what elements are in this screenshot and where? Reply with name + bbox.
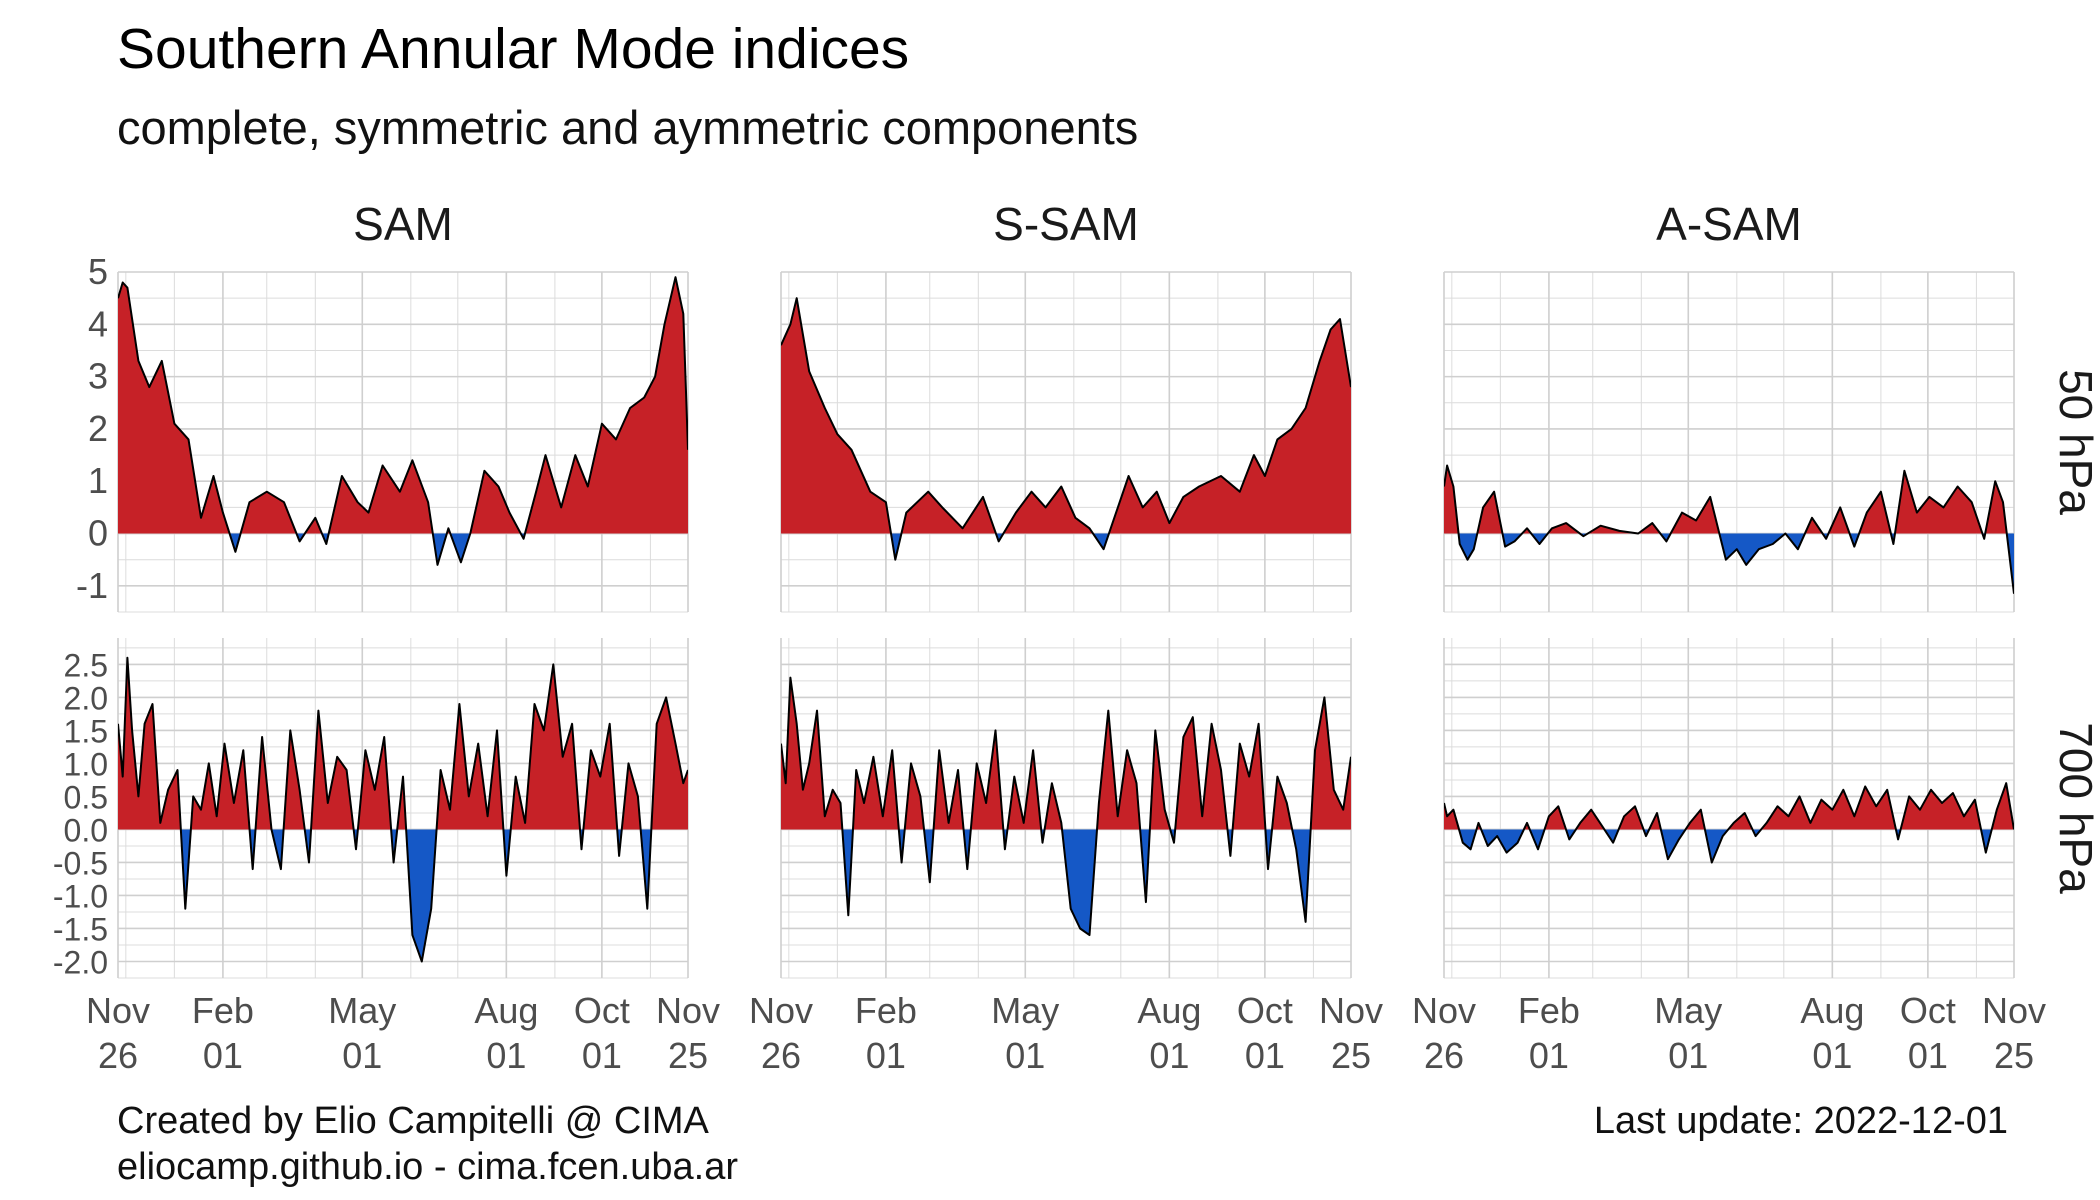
y-tick-label: -0.5 <box>53 845 108 881</box>
chart-subtitle: complete, symmetric and aymmetric compon… <box>117 101 1139 154</box>
y-tick-label: 1.5 <box>64 713 108 749</box>
x-tick-label: Aug <box>1800 990 1864 1031</box>
x-tick-label: 01 <box>1149 1035 1189 1076</box>
x-tick-label: 01 <box>1005 1035 1045 1076</box>
credit-line-2: eliocamp.github.io - cima.fcen.uba.ar <box>117 1146 738 1188</box>
area-positive <box>118 277 688 534</box>
x-tick-label: 26 <box>98 1035 138 1076</box>
area-positive <box>781 677 1351 830</box>
area-positive <box>1444 783 2014 830</box>
x-tick-label: 01 <box>1668 1035 1708 1076</box>
x-tick-label: Nov <box>1319 990 1383 1031</box>
y-tick-label: 2.0 <box>64 680 108 716</box>
series-line <box>118 656 688 963</box>
x-tick-label: Feb <box>1518 990 1580 1031</box>
y-tick-label: -1.5 <box>53 911 108 947</box>
x-tick-label: Feb <box>192 990 254 1031</box>
y-tick-label: 1.0 <box>64 746 108 782</box>
panel-sam-700-hpa: 2.52.01.51.00.50.0-0.5-1.0-1.5-2.0Nov26F… <box>53 638 720 1076</box>
facet-column-label: S-SAM <box>993 198 1139 250</box>
area-positive <box>1444 465 2014 534</box>
area-negative <box>781 829 1351 936</box>
area-positive <box>781 298 1351 534</box>
credit-caption: Created by Elio Campitelli @ CIMA elioca… <box>117 1098 738 1190</box>
x-tick-label: 01 <box>1812 1035 1852 1076</box>
facet-row-label: 700 hPa <box>2050 722 2100 894</box>
area-positive <box>118 657 688 830</box>
x-tick-label: 25 <box>1994 1035 2034 1076</box>
series-line <box>1444 464 2014 594</box>
y-tick-label: 4 <box>88 303 108 344</box>
x-tick-label: Aug <box>1137 990 1201 1031</box>
facet-row-label: 50 hPa <box>2050 369 2100 515</box>
x-tick-label: May <box>328 990 396 1031</box>
x-tick-label: May <box>991 990 1059 1031</box>
x-tick-label: Nov <box>1982 990 2046 1031</box>
area-negative <box>1458 533 2014 594</box>
x-tick-label: 01 <box>1908 1035 1948 1076</box>
x-tick-label: 01 <box>1245 1035 1285 1076</box>
facet-column-label: A-SAM <box>1656 198 1802 250</box>
x-tick-label: 26 <box>761 1035 801 1076</box>
x-tick-label: Oct <box>1900 990 1956 1031</box>
x-tick-label: Nov <box>749 990 813 1031</box>
x-tick-label: 01 <box>486 1035 526 1076</box>
chart-title: Southern Annular Mode indices <box>117 17 910 81</box>
facet-column-label: SAM <box>353 198 453 250</box>
x-tick-label: 25 <box>1331 1035 1371 1076</box>
y-tick-label: 0.0 <box>64 812 108 848</box>
series-line <box>118 276 688 566</box>
y-tick-label: 0.5 <box>64 779 108 815</box>
series-line <box>1444 782 2014 864</box>
x-tick-label: Nov <box>1412 990 1476 1031</box>
y-tick-label: 2.5 <box>64 647 108 683</box>
y-tick-label: 5 <box>88 251 108 292</box>
x-tick-label: 01 <box>203 1035 243 1076</box>
x-tick-label: 26 <box>1424 1035 1464 1076</box>
panel-sam-50-hpa: 5 4 3 2 1 0 -1 <box>76 251 689 613</box>
panel-a-sam-50-hpa <box>1443 271 2015 613</box>
y-tick-label: -1 <box>76 565 108 606</box>
x-tick-label: 01 <box>866 1035 906 1076</box>
last-update-caption: Last update: 2022-12-01 <box>1593 1100 2008 1142</box>
y-tick-label: 0 <box>88 513 108 554</box>
panel-s-sam-50-hpa <box>780 271 1352 613</box>
x-tick-label: Nov <box>656 990 720 1031</box>
x-tick-label: Oct <box>1237 990 1293 1031</box>
x-tick-label: 01 <box>582 1035 622 1076</box>
x-tick-label: Nov <box>86 990 150 1031</box>
x-tick-label: May <box>1654 990 1722 1031</box>
x-tick-label: 25 <box>668 1035 708 1076</box>
x-tick-label: Aug <box>474 990 538 1031</box>
area-negative <box>1444 829 2014 863</box>
series-line <box>781 676 1351 937</box>
x-tick-label: Oct <box>574 990 630 1031</box>
x-tick-label: Feb <box>855 990 917 1031</box>
x-tick-label: 01 <box>342 1035 382 1076</box>
series-line <box>781 297 1351 561</box>
y-tick-label: -2.0 <box>53 944 108 980</box>
y-tick-label: 2 <box>88 408 108 449</box>
x-tick-label: 01 <box>1529 1035 1569 1076</box>
credit-line-1: Created by Elio Campitelli @ CIMA <box>117 1100 709 1142</box>
y-tick-label: -1.0 <box>53 878 108 914</box>
y-tick-label: 1 <box>88 460 108 501</box>
y-tick-label: 3 <box>88 356 108 397</box>
